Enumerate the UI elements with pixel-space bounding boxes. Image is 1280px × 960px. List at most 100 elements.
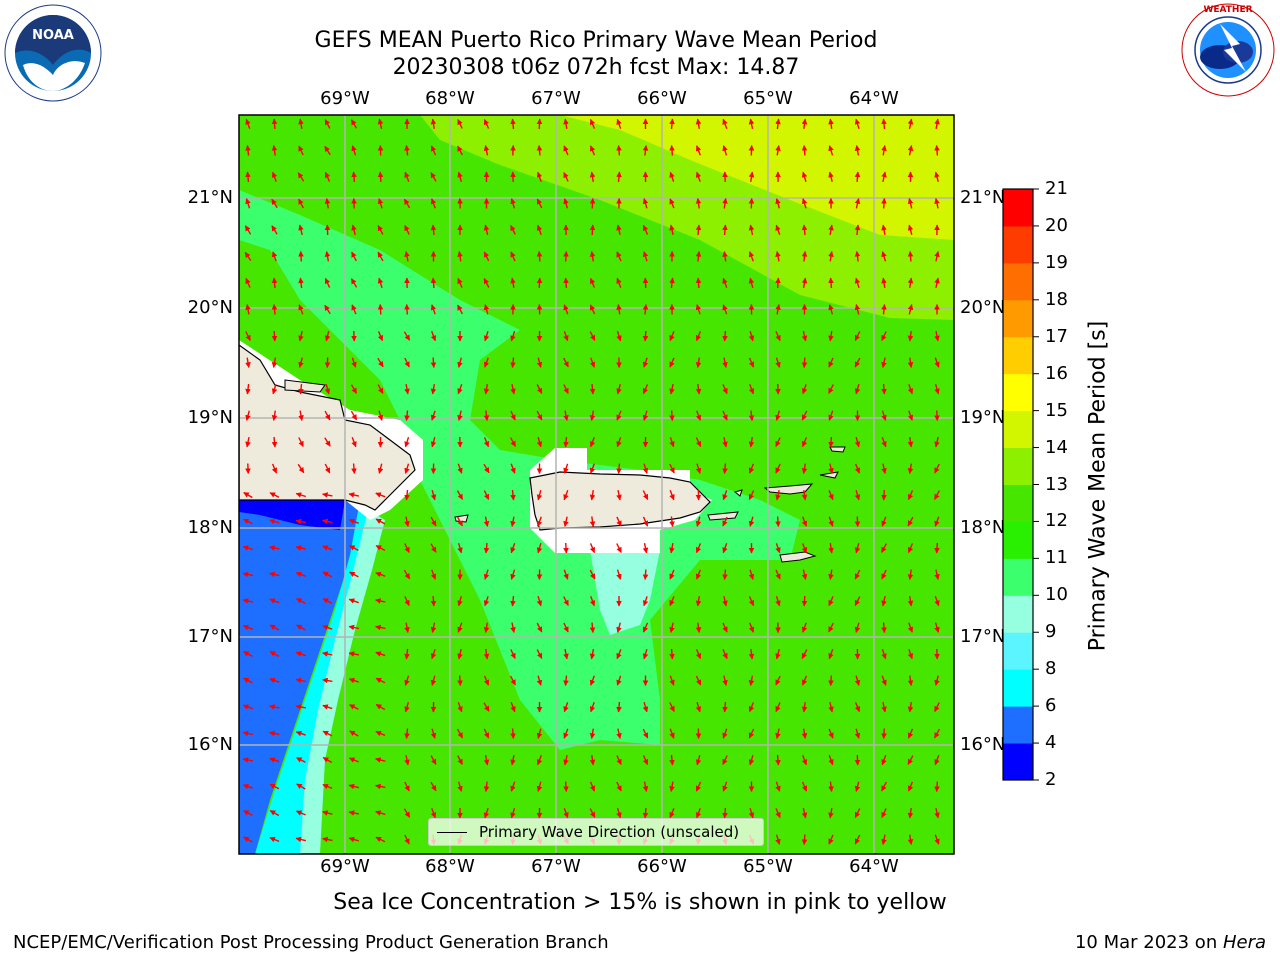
wave-direction-arrow — [243, 491, 253, 499]
wave-direction-arrow — [296, 783, 306, 790]
wave-direction-arrow — [269, 836, 280, 843]
wave-direction-arrow — [536, 357, 543, 368]
wave-direction-arrow — [748, 463, 755, 474]
lon-label-top: 66°W — [637, 88, 687, 109]
wave-direction-arrow — [934, 781, 940, 793]
wave-direction-arrow — [616, 781, 622, 792]
lon-label-bottom: 69°W — [320, 856, 370, 877]
wave-direction-arrow — [430, 331, 437, 342]
wave-direction-arrow — [269, 545, 280, 551]
wave-direction-arrow — [616, 384, 622, 395]
wave-direction-arrow — [801, 622, 808, 633]
wave-direction-arrow — [962, 570, 965, 579]
wave-direction-arrow — [509, 675, 517, 686]
lat-label-left: 17°N — [187, 626, 233, 647]
wave-direction-arrow — [616, 728, 622, 739]
wave-direction-arrow — [722, 145, 728, 156]
wave-direction-arrow — [907, 437, 914, 448]
wave-direction-arrow — [722, 622, 728, 633]
wave-direction-arrow — [934, 410, 940, 422]
wave-direction-arrow — [828, 224, 834, 236]
wave-direction-arrow — [854, 569, 861, 580]
wave-direction-arrow — [695, 277, 702, 289]
wave-direction-arrow — [298, 437, 304, 448]
wave-direction-arrow — [404, 303, 410, 315]
wave-direction-arrow — [775, 145, 781, 156]
wave-direction-arrow — [907, 834, 914, 845]
wave-direction-arrow — [854, 171, 861, 183]
wave-direction-arrow — [854, 781, 861, 792]
period-band-2-4 — [239, 500, 345, 530]
wave-direction-arrow — [934, 622, 940, 633]
wave-direction-arrow — [510, 225, 516, 235]
wave-direction-arrow — [430, 383, 437, 395]
wave-direction-arrow — [775, 331, 781, 342]
wave-direction-arrow — [377, 198, 384, 209]
wave-direction-arrow — [245, 436, 251, 448]
wave-direction-arrow — [269, 492, 280, 498]
wave-direction-arrow — [881, 516, 887, 527]
wave-direction-arrow — [536, 490, 543, 501]
wave-direction-arrow — [616, 649, 622, 660]
wave-direction-arrow — [430, 437, 437, 448]
wave-direction-arrow — [934, 118, 940, 130]
wave-direction-arrow — [775, 675, 781, 686]
wave-direction-arrow — [801, 807, 808, 819]
wave-direction-arrow — [828, 542, 834, 554]
colorbar-tick-label: 6 — [1045, 695, 1057, 717]
wave-direction-arrow — [695, 171, 702, 182]
wave-direction-arrow — [430, 543, 437, 553]
wave-direction-arrow — [828, 384, 834, 394]
wave-direction-arrow — [934, 171, 940, 182]
wave-direction-arrow — [510, 251, 516, 262]
land-samana — [284, 379, 326, 393]
wave-direction-arrow — [589, 648, 596, 660]
wave-direction-arrow — [245, 144, 251, 156]
colorbar-segment — [1003, 225, 1033, 264]
wave-direction-arrow — [536, 384, 543, 394]
wave-direction-arrow — [801, 384, 808, 395]
wave-direction-arrow — [642, 303, 649, 315]
wave-direction-arrow — [907, 807, 914, 819]
wave-direction-arrow — [962, 331, 965, 340]
wave-direction-arrow — [881, 118, 887, 130]
wave-direction-arrow — [563, 781, 569, 793]
wave-direction-arrow — [298, 224, 304, 236]
footer-machine: Hera — [1222, 932, 1266, 953]
wave-direction-arrow — [375, 783, 386, 790]
wave-direction-arrow — [269, 783, 280, 790]
wave-direction-arrow — [669, 277, 675, 289]
wave-direction-arrow — [350, 119, 358, 129]
wave-direction-arrow — [536, 250, 543, 262]
wave-direction-arrow — [854, 622, 861, 633]
wave-direction-arrow — [295, 571, 306, 578]
wave-direction-arrow — [828, 701, 834, 713]
wave-direction-arrow — [775, 437, 781, 448]
wave-direction-arrow — [828, 834, 834, 845]
wave-direction-arrow — [881, 675, 887, 686]
wave-direction-arrow — [324, 251, 331, 262]
wave-direction-arrow — [616, 569, 622, 580]
wave-direction-arrow — [775, 118, 781, 130]
wave-direction-arrow — [695, 649, 702, 660]
wave-direction-arrow — [962, 358, 964, 368]
wave-direction-arrow — [563, 384, 569, 395]
wave-direction-arrow — [298, 330, 304, 342]
wave-direction-arrow — [483, 278, 490, 288]
wave-direction-arrow — [854, 728, 861, 739]
wave-direction-arrow — [669, 569, 675, 580]
wave-direction-arrow — [907, 331, 914, 342]
wave-direction-arrow — [934, 330, 940, 342]
wave-direction-arrow — [377, 357, 384, 368]
wave-direction-arrow — [907, 277, 914, 289]
wave-direction-arrow — [483, 463, 490, 474]
wave-direction-arrow — [934, 569, 940, 580]
wave-direction-arrow — [271, 198, 278, 209]
wave-direction-arrow — [775, 516, 781, 528]
colorbar-segment — [1003, 595, 1033, 633]
wave-direction-arrow — [880, 781, 888, 792]
wave-direction-arrow — [298, 277, 304, 289]
wave-direction-arrow — [242, 624, 253, 631]
wave-direction-arrow — [404, 675, 410, 686]
wave-direction-arrow — [271, 251, 278, 262]
